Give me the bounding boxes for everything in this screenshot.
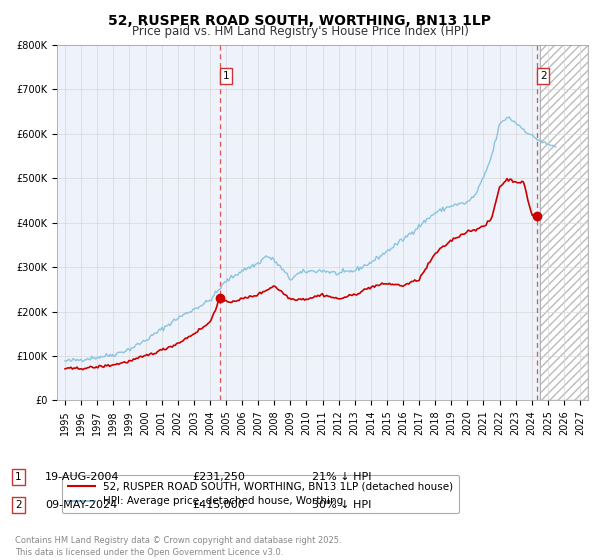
- Text: Price paid vs. HM Land Registry's House Price Index (HPI): Price paid vs. HM Land Registry's House …: [131, 25, 469, 38]
- Text: Contains HM Land Registry data © Crown copyright and database right 2025.
This d: Contains HM Land Registry data © Crown c…: [15, 536, 341, 557]
- Text: 2: 2: [15, 500, 22, 510]
- Text: 30% ↓ HPI: 30% ↓ HPI: [312, 500, 371, 510]
- Text: 1: 1: [223, 71, 229, 81]
- Legend: 52, RUSPER ROAD SOUTH, WORTHING, BN13 1LP (detached house), HPI: Average price, : 52, RUSPER ROAD SOUTH, WORTHING, BN13 1L…: [62, 475, 459, 512]
- Text: £415,000: £415,000: [192, 500, 245, 510]
- Text: 09-MAY-2024: 09-MAY-2024: [45, 500, 117, 510]
- Text: 2: 2: [540, 71, 547, 81]
- Text: 52, RUSPER ROAD SOUTH, WORTHING, BN13 1LP: 52, RUSPER ROAD SOUTH, WORTHING, BN13 1L…: [109, 14, 491, 28]
- Text: £231,250: £231,250: [192, 472, 245, 482]
- Text: 1: 1: [15, 472, 22, 482]
- Text: 19-AUG-2004: 19-AUG-2004: [45, 472, 119, 482]
- Text: 21% ↓ HPI: 21% ↓ HPI: [312, 472, 371, 482]
